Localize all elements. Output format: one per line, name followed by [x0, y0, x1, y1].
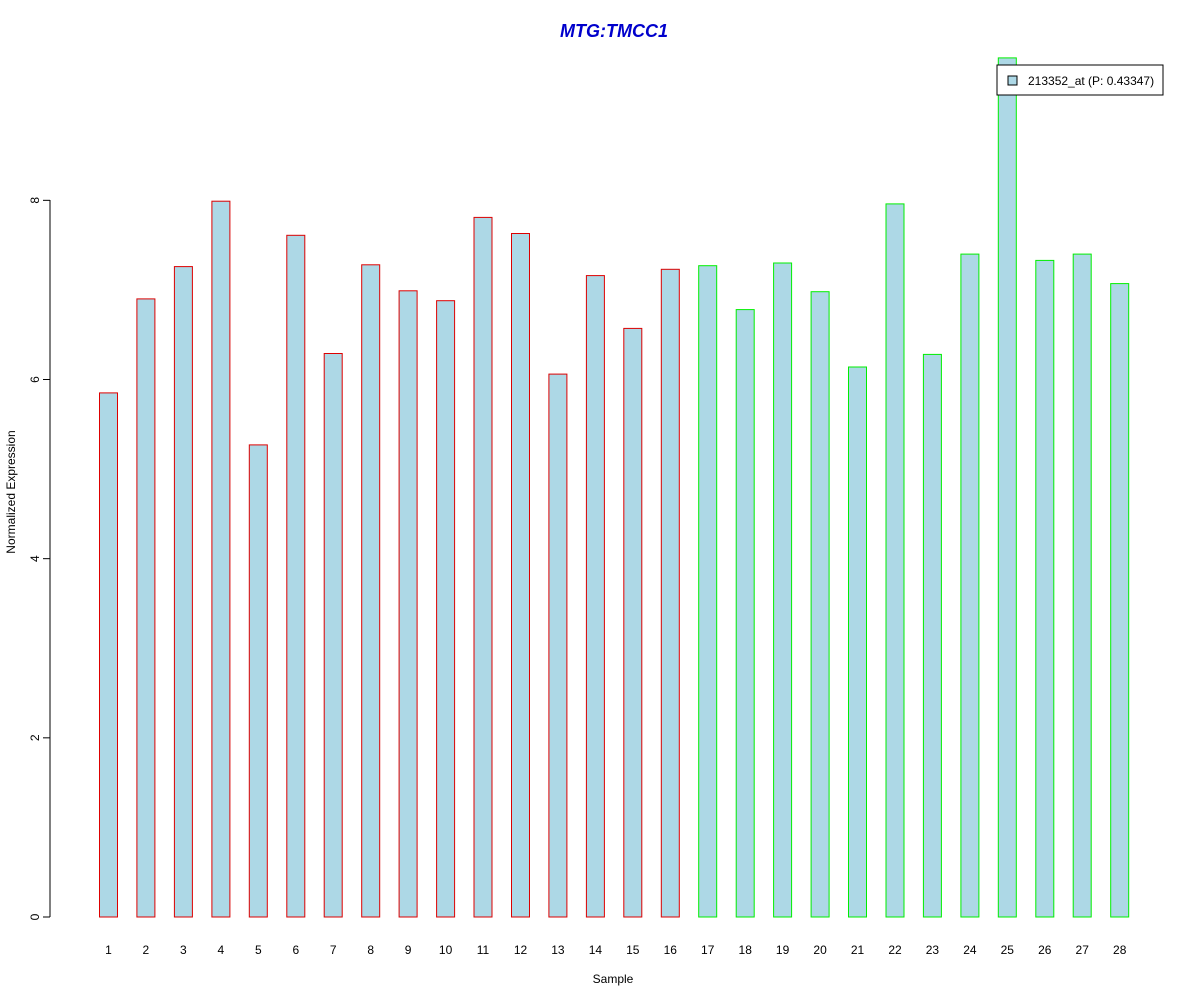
bar-sample-4 — [211, 200, 231, 918]
bar-sample-11 — [473, 216, 493, 918]
bars-group — [99, 57, 1130, 918]
x-tick-label: 2 — [143, 943, 150, 957]
bar-sample-8 — [361, 264, 381, 918]
bar-sample-23 — [922, 353, 942, 918]
y-tick-label: 2 — [28, 734, 42, 741]
bar-sample-22 — [885, 203, 905, 918]
x-tick-label: 21 — [851, 943, 865, 957]
x-tick-label: 24 — [963, 943, 977, 957]
y-axis: 0 2 4 6 8 — [28, 197, 51, 920]
legend-box — [996, 64, 1164, 96]
bar-sample-7 — [323, 353, 343, 918]
x-tick-label: 8 — [367, 943, 374, 957]
bar-sample-25 — [997, 57, 1017, 918]
x-tick-label: 27 — [1076, 943, 1090, 957]
x-tick-label: 1 — [105, 943, 112, 957]
y-tick-label: 0 — [28, 913, 42, 920]
legend-label: 213352_at (P: 0.43347) — [1028, 74, 1154, 88]
bar-sample-5 — [248, 444, 268, 918]
bar-sample-20 — [810, 291, 830, 918]
x-tick-label: 16 — [664, 943, 678, 957]
bar-sample-6 — [286, 234, 306, 918]
bar-sample-17 — [698, 265, 718, 918]
bar-sample-9 — [398, 290, 418, 918]
bar-sample-19 — [773, 262, 793, 918]
x-tick-label: 15 — [626, 943, 640, 957]
y-tick-label: 8 — [28, 197, 42, 204]
legend: 213352_at (P: 0.43347) — [996, 64, 1164, 96]
x-tick-label: 19 — [776, 943, 790, 957]
bar-sample-1 — [99, 392, 118, 918]
x-tick-label: 7 — [330, 943, 337, 957]
x-tick-label: 5 — [255, 943, 262, 957]
x-tick-label: 23 — [926, 943, 940, 957]
bar-sample-13 — [548, 373, 568, 918]
x-axis-label: Sample — [593, 972, 634, 986]
bar-sample-18 — [735, 309, 755, 918]
y-tick-label: 4 — [28, 555, 42, 562]
bar-sample-26 — [1035, 259, 1055, 918]
x-tick-label: 28 — [1113, 943, 1127, 957]
x-tick-label: 25 — [1001, 943, 1015, 957]
legend-swatch — [1007, 75, 1018, 86]
x-tick-label: 11 — [477, 943, 490, 957]
x-tick-label: 26 — [1038, 943, 1052, 957]
x-tick-label: 12 — [514, 943, 528, 957]
x-tick-label: 17 — [701, 943, 715, 957]
chart-title: MTG:TMCC1 — [560, 21, 668, 41]
x-tick-label: 20 — [813, 943, 827, 957]
x-tick-label: 13 — [551, 943, 565, 957]
bar-sample-3 — [173, 266, 193, 918]
bar-sample-24 — [960, 253, 980, 918]
x-tick-label: 3 — [180, 943, 187, 957]
x-tick-label: 18 — [739, 943, 753, 957]
bar-sample-27 — [1072, 253, 1092, 918]
bar-sample-15 — [623, 327, 643, 918]
bar-sample-16 — [660, 268, 680, 918]
bar-sample-28 — [1110, 283, 1130, 918]
bar-sample-12 — [511, 233, 530, 918]
x-tick-labels: 1 2 3 4 5 6 7 8 9 10 11 12 13 14 15 16 17 18 19 20 21 22 23 24 2… — [105, 943, 1127, 957]
bar-sample-14 — [585, 275, 605, 918]
x-tick-label: 14 — [589, 943, 603, 957]
x-tick-label: 6 — [292, 943, 299, 957]
y-tick-label: 6 — [28, 376, 42, 383]
x-tick-label: 22 — [888, 943, 902, 957]
bar-sample-21 — [848, 366, 867, 918]
bar-sample-10 — [436, 300, 456, 918]
x-tick-label: 10 — [439, 943, 453, 957]
bar-sample-2 — [136, 298, 156, 918]
y-axis-label: Normalized Expression — [4, 430, 18, 553]
x-tick-label: 4 — [218, 943, 225, 957]
x-tick-label: 9 — [405, 943, 412, 957]
